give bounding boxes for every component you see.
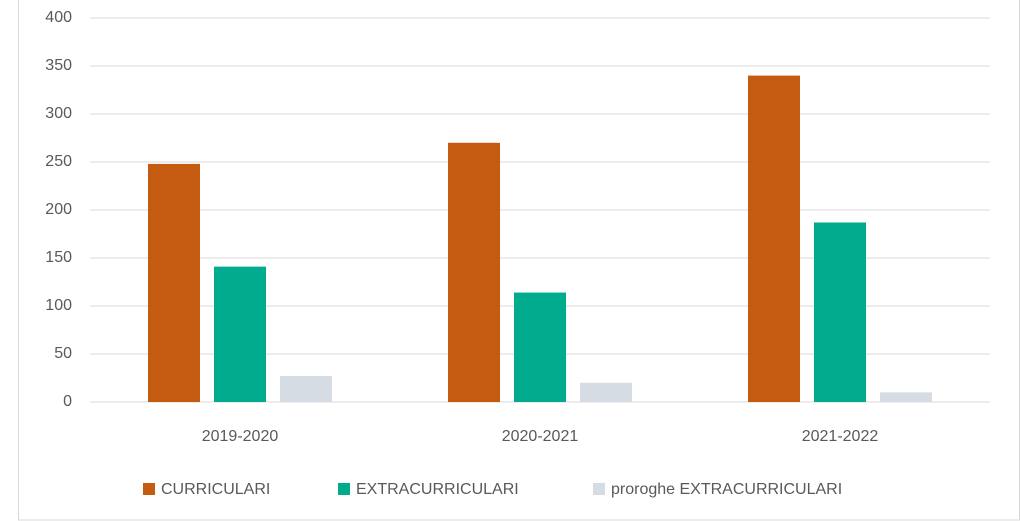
bar	[280, 376, 332, 402]
x-tick-label: 2019-2020	[202, 428, 279, 445]
y-tick-label: 350	[45, 57, 72, 74]
y-tick-label: 400	[45, 9, 72, 26]
bar	[880, 392, 932, 402]
legend-label: CURRICULARI	[161, 481, 270, 498]
y-tick-label: 300	[45, 105, 72, 122]
y-tick-label: 200	[45, 201, 72, 218]
y-tick-label: 0	[63, 393, 72, 410]
bar	[148, 163, 200, 402]
legend-label: EXTRACURRICULARI	[356, 481, 519, 498]
x-tick-label: 2020-2021	[502, 428, 579, 445]
y-tick-label: 250	[45, 153, 72, 170]
bar	[748, 75, 800, 402]
legend-swatch	[338, 483, 350, 495]
legend-swatch	[143, 483, 155, 495]
y-tick-label: 50	[54, 345, 72, 362]
y-tick-label: 100	[45, 297, 72, 314]
bar	[814, 222, 866, 402]
bar	[448, 142, 500, 403]
bar	[580, 382, 632, 402]
bar	[214, 266, 266, 402]
y-tick-label: 150	[45, 249, 72, 266]
legend-swatch	[593, 483, 605, 495]
bar	[514, 292, 566, 402]
x-tick-label: 2021-2022	[802, 428, 879, 445]
legend-label: proroghe EXTRACURRICULARI	[611, 481, 842, 498]
